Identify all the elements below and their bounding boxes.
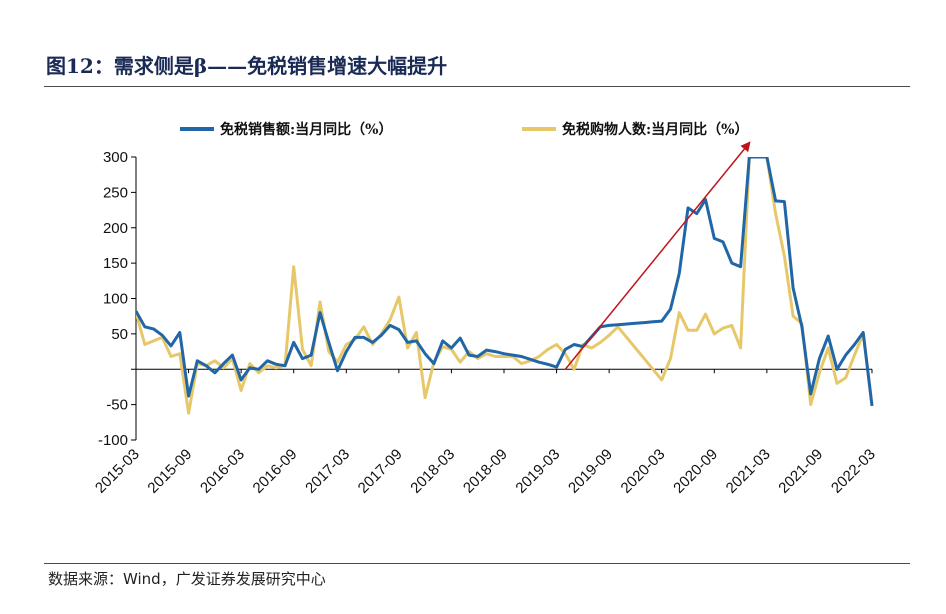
y-axis: -100 -50 50 100 150 200 250 300 [98,149,137,449]
x-tick-label: 2021-09 [775,446,826,497]
x-tick-label: 2017-03 [302,446,353,497]
x-tick-label: 2017-09 [355,446,406,497]
y-tick-label: 100 [103,291,128,308]
x-tick-label: 2019-09 [565,446,616,497]
source-note: 数据来源：Wind，广发证券发展研究中心 [48,570,326,588]
x-tick-label: 2022-03 [828,446,879,497]
y-tick-label: 150 [103,255,128,272]
chart-legend: 免税销售额:当月同比（%） 免税购物人数:当月同比（%） [180,121,748,138]
x-tick-label: 2016-03 [197,446,248,497]
y-tick-label: 50 [111,326,128,343]
x-tick-label: 2020-03 [618,446,669,497]
x-tick-label: 2016-09 [250,446,301,497]
figure-title: 图12：需求侧是β——免税销售增速大幅提升 [46,54,448,78]
series-line-sales [136,157,874,407]
x-tick-label: 2021-03 [723,446,774,497]
plot-area [136,141,874,415]
y-tick-label: -100 [98,432,128,449]
x-tick-label: 2018-03 [407,446,458,497]
y-tick-label: -50 [106,397,128,414]
line-chart: 免税销售额:当月同比（%） 免税购物人数:当月同比（%） -100 -50 50 10… [92,121,879,497]
source-divider [44,563,910,564]
y-tick-label: 200 [103,220,128,237]
series-line-shoppers [136,157,874,415]
trend-arrow [564,141,751,370]
y-tick-label: 250 [103,184,128,201]
legend-label-shoppers: 免税购物人数:当月同比（%） [562,121,748,138]
x-tick-label: 2015-03 [92,446,143,497]
x-tick-label: 2018-09 [460,446,511,497]
x-axis: 2015-03 2015-09 2016-03 2016-09 2017-03 2017-… [92,368,879,497]
legend-label-sales: 免税销售额:当月同比（%） [220,121,392,138]
y-tick-label: 300 [103,149,128,166]
title-divider [44,86,910,87]
x-tick-label: 2020-09 [670,446,721,497]
x-tick-label: 2019-03 [512,446,563,497]
x-tick-label: 2015-09 [144,446,195,497]
